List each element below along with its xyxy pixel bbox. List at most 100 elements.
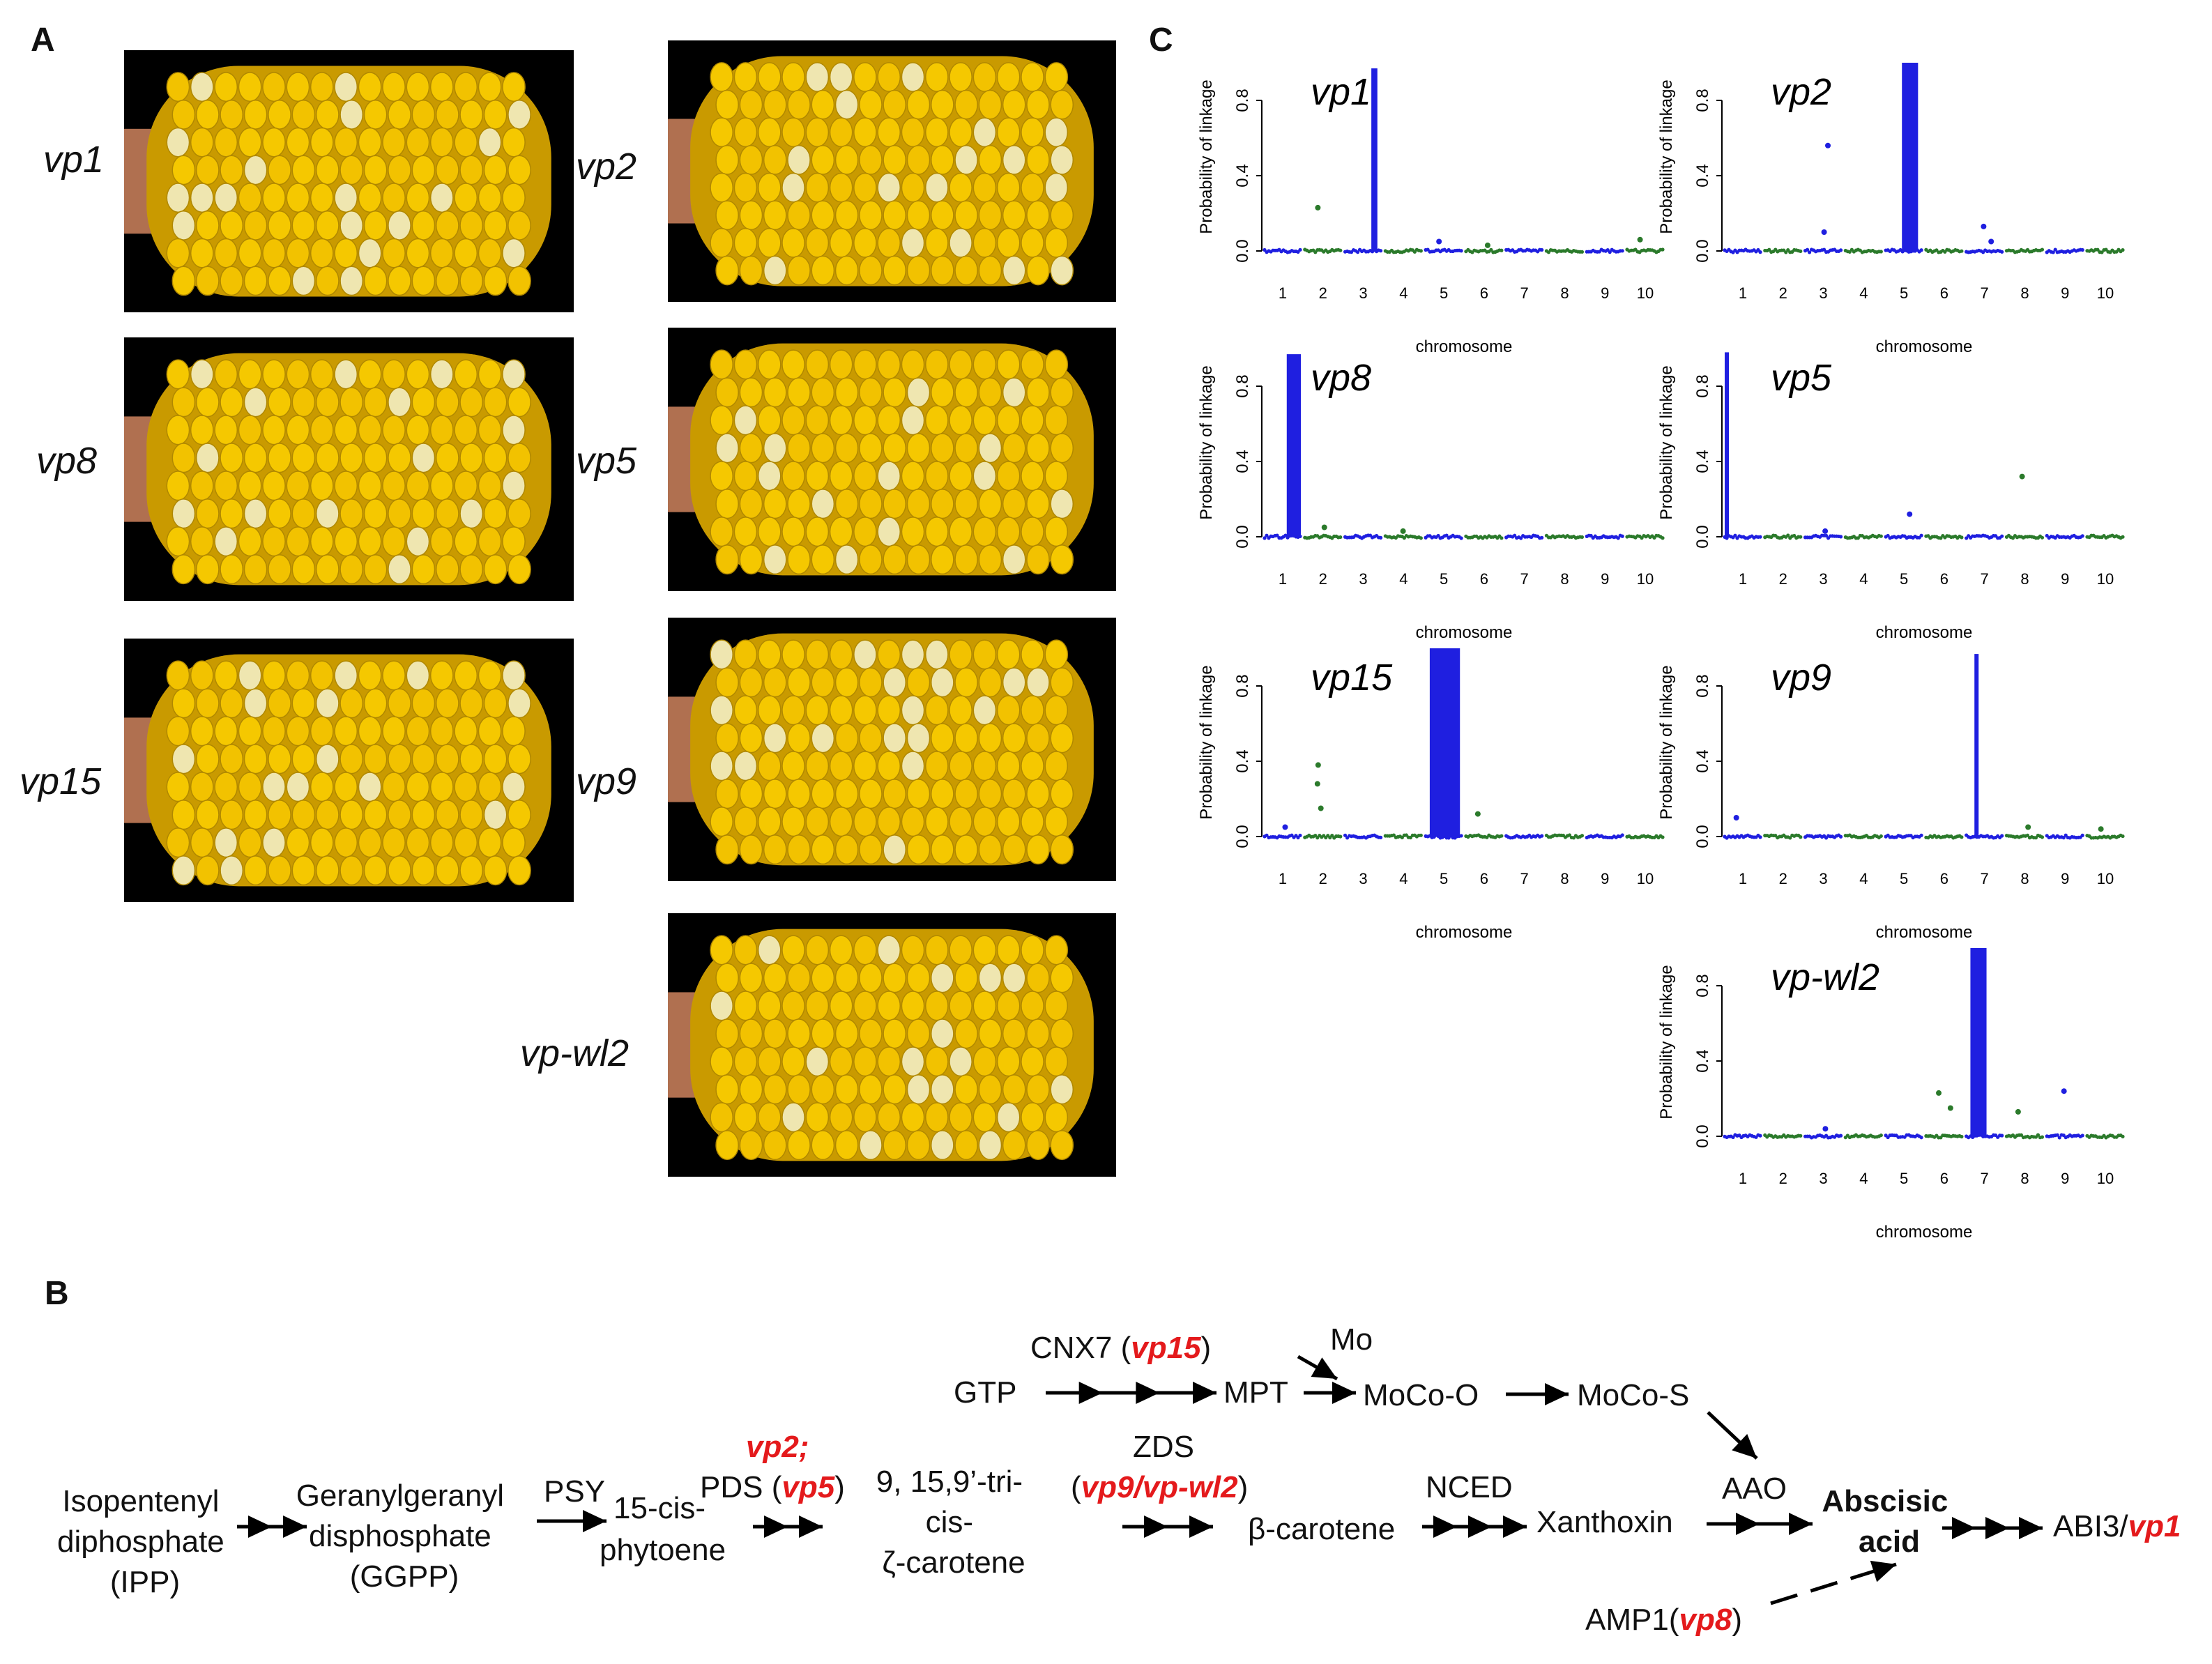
baseline-point — [1378, 835, 1383, 839]
y-tick-label: 0.8 — [1233, 374, 1252, 397]
baseline-point — [1419, 249, 1423, 253]
ear-label-vp-wl2: vp-wl2 — [520, 1032, 630, 1074]
baseline-point — [1919, 833, 1923, 837]
y-tick-label: 0.0 — [1693, 825, 1712, 848]
arrow-head — [1985, 1517, 2009, 1539]
x-tick-label: 10 — [1637, 570, 1654, 588]
plot-title: vp8 — [1311, 357, 1371, 399]
linkage-peak — [1970, 948, 1987, 1136]
x-tick-label: 6 — [1480, 570, 1488, 588]
x-tick-label: 5 — [1440, 570, 1448, 588]
linkage-plot-vp5: 0.0 0.4 0.8 Probability of linkage 1 2 3 4 5 6 7 8 9… — [1638, 328, 2133, 648]
x-tick-label: 5 — [1900, 570, 1908, 588]
x-tick-label: 4 — [1399, 870, 1408, 887]
outlier-point — [2061, 1088, 2067, 1094]
baseline-point — [1838, 834, 1843, 839]
baseline-point — [1436, 533, 1440, 538]
x-tick-label: 8 — [1560, 570, 1569, 588]
outlier-point — [2025, 824, 2031, 830]
baseline-point — [1758, 1133, 1762, 1138]
y-axis-label: Probability of linkage — [1197, 365, 1216, 519]
corn-ear-photo — [668, 40, 1116, 302]
y-tick-label: 0.4 — [1693, 450, 1712, 473]
x-axis-label: chromosome — [1876, 623, 1973, 642]
y-tick-label: 0.4 — [1233, 749, 1252, 772]
y-axis-label: Probability of linkage — [1197, 79, 1216, 234]
corn-ear-photo — [668, 328, 1116, 591]
x-tick-label: 3 — [1819, 570, 1827, 588]
linkage-plot-vp8: 0.0 0.4 0.8 Probability of linkage 1 2 3 4 5 6 7 8 9… — [1178, 328, 1673, 648]
linkage-peak — [1286, 354, 1301, 537]
baseline-point — [2025, 833, 2030, 837]
y-tick-label: 0.8 — [1693, 89, 1712, 112]
baseline-point — [1513, 533, 1517, 537]
x-tick-label: 9 — [2061, 870, 2069, 887]
baseline-point — [2036, 1133, 2041, 1137]
x-tick-label: 10 — [2097, 1170, 2114, 1187]
baseline-point — [1378, 249, 1383, 253]
x-tick-label: 7 — [1520, 570, 1529, 588]
x-tick-label: 6 — [1480, 870, 1488, 887]
outlier-point — [1314, 781, 1320, 787]
x-tick-label: 9 — [1601, 570, 1609, 588]
baseline-point — [1805, 247, 1810, 252]
baseline-point — [1459, 834, 1463, 838]
x-tick-label: 3 — [1819, 284, 1827, 302]
x-tick-label: 9 — [2061, 284, 2069, 302]
baseline-point — [1500, 834, 1504, 838]
arrow-head — [248, 1516, 272, 1538]
x-tick-label: 10 — [2097, 870, 2114, 887]
linkage-plot-vp-wl2: 0.0 0.4 0.8 Probability of linkage 1 2 3 4 5 6 7 8 9… — [1638, 927, 2133, 1248]
baseline-point — [1879, 834, 1883, 839]
nced-enzyme: NCED — [1426, 1470, 1513, 1504]
ear-label-vp2: vp2 — [576, 146, 637, 188]
x-tick-label: 7 — [1981, 870, 1989, 887]
corn-ear-photo — [668, 618, 1116, 881]
baseline-point — [2040, 835, 2045, 839]
baseline-point — [1378, 535, 1383, 540]
baseline-point — [2040, 247, 2045, 252]
x-tick-label: 8 — [2020, 570, 2029, 588]
panel-letter-b: B — [45, 1275, 69, 1312]
y-axis-label: Probability of linkage — [1657, 665, 1676, 819]
y-tick-label: 0.0 — [1693, 1124, 1712, 1147]
y-tick-label: 0.8 — [1693, 674, 1712, 697]
linkage-plot-vp2: 0.0 0.4 0.8 Probability of linkage 1 2 3 4 5 6 7 8 9… — [1638, 42, 2133, 362]
plot-title: vp9 — [1771, 657, 1831, 699]
arrow-head — [1789, 1513, 1813, 1535]
y-axis-label: Probability of linkage — [1657, 365, 1676, 519]
baseline-point — [2121, 1134, 2125, 1138]
baseline-point — [1616, 536, 1620, 540]
y-tick-label: 0.0 — [1693, 239, 1712, 262]
baseline-point — [1338, 535, 1343, 540]
outlier-point — [1821, 229, 1827, 235]
baseline-point — [1444, 533, 1449, 537]
baseline-point — [2053, 247, 2057, 252]
baseline-point — [1879, 1133, 1883, 1138]
arrow-head — [1952, 1517, 1976, 1539]
corn-ear-photo — [124, 639, 574, 902]
x-tick-label: 4 — [1859, 1170, 1868, 1187]
baseline-point — [2121, 248, 2125, 252]
arrow-head — [1193, 1382, 1216, 1404]
baseline-point — [1459, 536, 1463, 540]
y-tick-label: 0.8 — [1233, 674, 1252, 697]
x-tick-label: 10 — [2097, 570, 2114, 588]
x-tick-label: 7 — [1981, 284, 1989, 302]
x-tick-label: 3 — [1819, 870, 1827, 887]
arrow-head — [1144, 1516, 1168, 1538]
y-axis-label: Probability of linkage — [1657, 965, 1676, 1119]
x-tick-label: 2 — [1319, 284, 1327, 302]
outlier-point — [2019, 473, 2025, 480]
baseline-point — [1758, 250, 1762, 254]
baseline-point — [2000, 1133, 2004, 1138]
x-tick-label: 4 — [1399, 570, 1408, 588]
baseline-point — [1519, 536, 1523, 540]
pds-enzyme: PDS (vp5) — [700, 1470, 845, 1504]
x-axis-label: chromosome — [1876, 1223, 1973, 1242]
baseline-point — [2096, 247, 2100, 252]
aao-enzyme: AAO — [1722, 1472, 1787, 1506]
outlier-point — [1474, 811, 1481, 817]
outlier-point — [1436, 238, 1442, 245]
x-tick-label: 10 — [2097, 284, 2114, 302]
